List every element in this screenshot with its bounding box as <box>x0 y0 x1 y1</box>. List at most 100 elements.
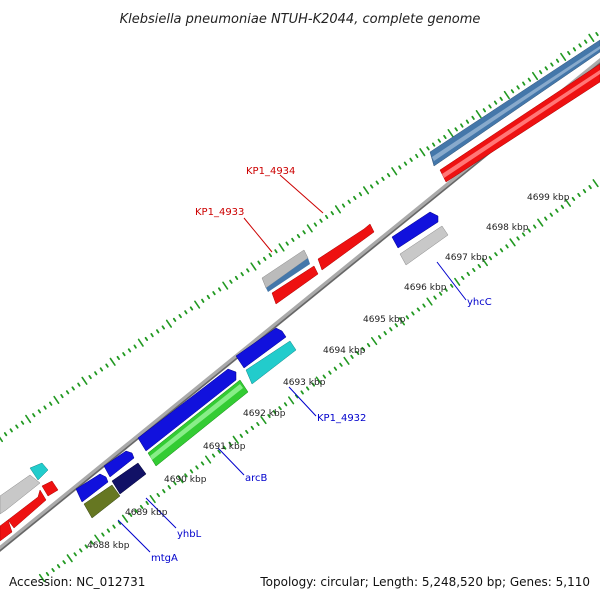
feature-blue-mtgA[interactable] <box>75 473 109 503</box>
gene-label-kp1-4932[interactable]: KP1_4932 <box>317 413 366 424</box>
inner-minor-tick <box>416 307 421 312</box>
outer-minor-tick <box>555 58 560 63</box>
feature-steel-blue-large-highlight <box>432 46 600 161</box>
tick-row-outer <box>0 32 599 443</box>
feature-gray-left[interactable] <box>0 474 41 515</box>
outer-minor-tick <box>274 249 278 254</box>
outer-major-tick <box>165 319 172 328</box>
inner-minor-tick <box>521 232 526 237</box>
inner-minor-tick <box>51 568 55 573</box>
outer-minor-tick <box>415 153 419 159</box>
outer-minor-tick <box>32 413 36 418</box>
accession-text: Accession: NC_012731 <box>9 575 145 589</box>
feature-gray-yhcC[interactable] <box>399 225 449 266</box>
feature-red-kp1-4933[interactable] <box>271 265 319 305</box>
outer-minor-tick <box>595 32 599 37</box>
feature-blue-yhcC-upper[interactable] <box>391 211 439 249</box>
inner-minor-tick <box>156 492 161 498</box>
outer-minor-tick <box>426 146 430 151</box>
feature-olive-mtgA[interactable] <box>83 484 121 519</box>
inner-minor-tick <box>134 508 138 513</box>
feature-steel-blue-kp1-4933[interactable] <box>266 258 310 292</box>
outer-minor-tick <box>178 313 182 319</box>
leader-kp1-4934 <box>279 174 324 214</box>
outer-minor-tick <box>9 428 13 433</box>
outer-major-tick <box>109 357 116 366</box>
inner-major-tick <box>121 514 129 523</box>
gene-label-mtgA[interactable]: mtgA <box>151 553 178 564</box>
outer-minor-tick <box>285 241 289 246</box>
feature-blue-kp1-4932[interactable] <box>235 327 287 369</box>
inner-minor-tick <box>250 425 255 431</box>
outer-minor-tick <box>471 115 475 120</box>
leader-kp1-4932 <box>288 386 317 417</box>
gene-label-yhcC[interactable]: yhcC <box>467 297 492 308</box>
kbp-label-4689: 4689 kbp <box>125 508 168 518</box>
inner-minor-tick <box>311 382 316 387</box>
outer-minor-tick <box>189 306 194 311</box>
outer-minor-tick <box>212 291 216 296</box>
leader-yhcC <box>436 261 467 301</box>
outer-major-tick <box>531 71 539 81</box>
feature-red-left-edge[interactable] <box>0 519 13 542</box>
outer-minor-tick <box>347 199 351 204</box>
outer-minor-tick <box>527 77 532 82</box>
inner-major-tick <box>232 435 239 444</box>
outer-major-tick <box>25 414 32 424</box>
inner-minor-tick <box>228 441 232 446</box>
outer-minor-tick <box>578 43 582 48</box>
outer-major-tick <box>419 148 426 157</box>
inner-minor-tick <box>350 354 354 359</box>
map-title: Klebsiella pneumoniae NTUH-K2044, comple… <box>120 12 481 27</box>
inner-minor-tick <box>245 429 249 434</box>
leader-yhbL <box>145 497 177 529</box>
outer-minor-tick <box>217 287 222 292</box>
inner-major-tick <box>94 534 101 543</box>
inner-minor-tick <box>322 374 327 379</box>
feature-cyan-kp1-4932[interactable] <box>245 340 297 385</box>
inner-minor-tick <box>411 311 415 316</box>
inner-minor-tick <box>128 512 133 517</box>
inner-minor-tick <box>283 402 288 407</box>
outer-minor-tick <box>460 123 464 128</box>
feature-cyan-left[interactable] <box>29 462 49 481</box>
inner-minor-tick <box>189 469 194 474</box>
feature-blue-yhbL[interactable] <box>103 450 135 478</box>
tick-row-inner <box>38 179 599 583</box>
outer-major-tick <box>0 436 4 443</box>
outer-minor-tick <box>443 134 447 140</box>
feature-navy-yhbL[interactable] <box>111 462 147 495</box>
feature-red-kp1-4934[interactable] <box>317 223 375 271</box>
inner-major-tick <box>398 317 406 326</box>
inner-minor-tick <box>488 256 493 261</box>
gene-label-kp1-4934[interactable]: KP1_4934 <box>246 166 295 177</box>
inner-minor-tick <box>499 248 504 253</box>
gene-label-arcB[interactable]: arcB <box>245 473 268 484</box>
inner-minor-tick <box>472 267 476 273</box>
outer-minor-tick <box>465 119 470 124</box>
inner-minor-tick <box>422 303 426 308</box>
gene-label-kp1-4933[interactable]: KP1_4933 <box>195 207 244 218</box>
inner-minor-tick <box>184 473 188 478</box>
outer-major-tick <box>81 376 88 385</box>
outer-minor-tick <box>155 329 160 334</box>
inner-minor-tick <box>73 552 77 557</box>
outer-minor-tick <box>409 157 413 162</box>
inner-minor-tick <box>577 192 581 198</box>
inner-minor-tick <box>106 528 111 533</box>
outer-minor-tick <box>43 405 47 410</box>
inner-minor-tick <box>56 564 61 569</box>
feature-red-left-upper[interactable] <box>7 489 47 529</box>
inner-minor-tick <box>555 208 559 213</box>
outer-major-tick <box>560 52 567 62</box>
outer-minor-tick <box>544 66 548 71</box>
inner-minor-tick <box>84 544 88 549</box>
outer-minor-tick <box>37 409 42 414</box>
gene-label-yhbL[interactable]: yhbL <box>177 529 202 540</box>
inner-minor-tick <box>544 216 548 221</box>
outer-minor-tick <box>539 70 543 75</box>
kbp-label-4698: 4698 kbp <box>486 223 529 233</box>
feature-red-left-small[interactable] <box>41 480 59 497</box>
inner-minor-tick <box>549 212 553 217</box>
feature-blue-arcB[interactable] <box>137 368 237 452</box>
